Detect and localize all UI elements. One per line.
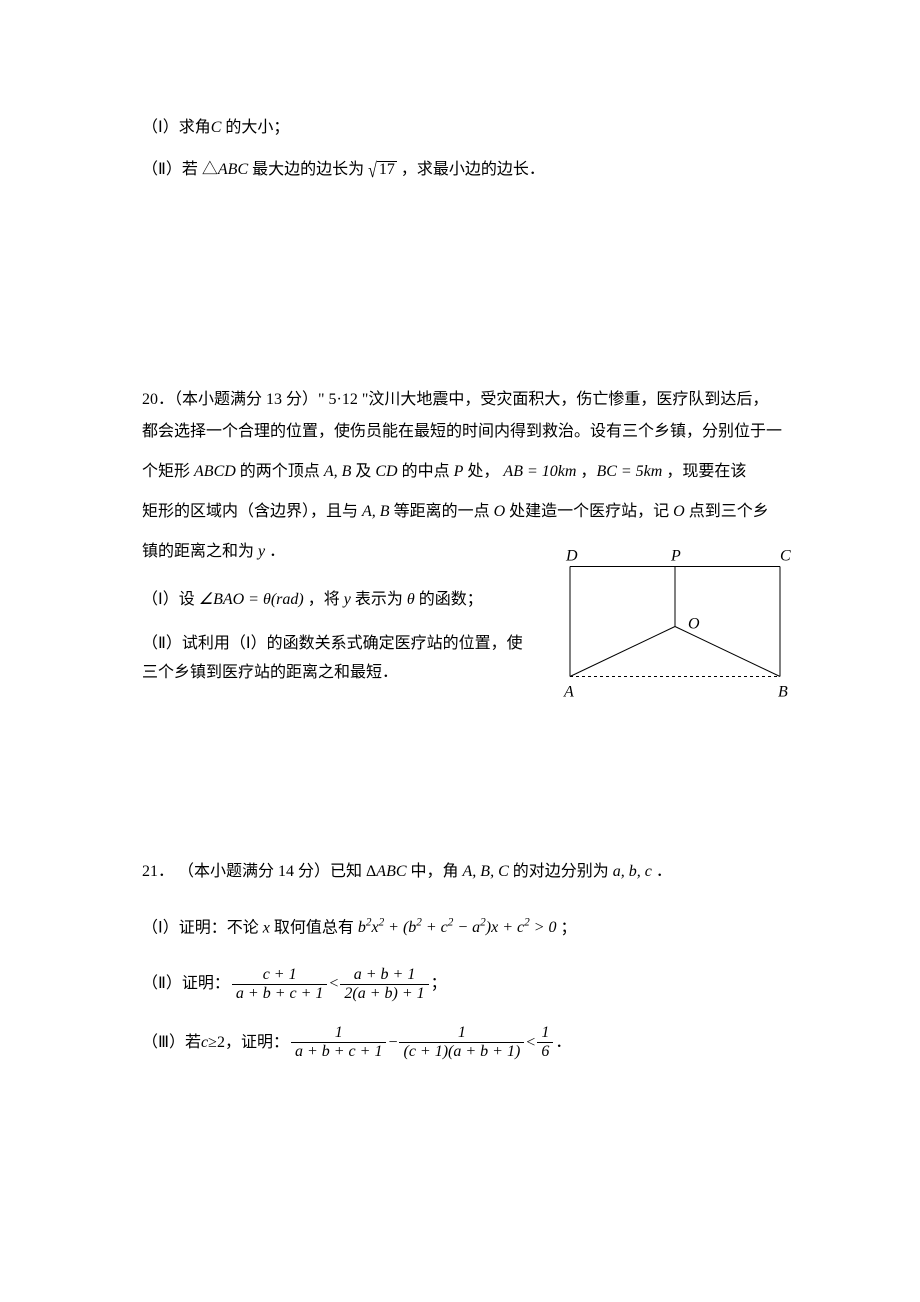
q20-l4-pre: 矩形的区域内（含边界），且与 bbox=[142, 503, 362, 520]
q20-l4-o: O bbox=[494, 503, 506, 520]
q21-h-ang: A, B, C bbox=[463, 863, 509, 880]
q21-h-m2: 的对边分别为 bbox=[509, 863, 613, 880]
q20-p1-eq: ∠BAO = θ(rad) bbox=[199, 591, 304, 608]
q20-p1-y: y bbox=[344, 591, 351, 608]
sqrt-17-val: 17 bbox=[377, 161, 397, 178]
q20-l4: 矩形的区域内（含边界），且与 A, B 等距离的一点 O 处建造一个医疗站，记 … bbox=[142, 496, 790, 528]
q20-l3-m4: 处， bbox=[463, 463, 499, 480]
q19-part2: （Ⅱ）若 △ABC 最大边的边长为 √17 ，求最小边的边长． bbox=[142, 154, 790, 186]
q21-p3-pre: （Ⅲ）若 bbox=[142, 1035, 201, 1051]
q20-block: 20．（本小题满分 13 分）" 5·12 "汶川大地震中，受灾面积大，伤亡惨重… bbox=[142, 384, 790, 686]
frac4-num: 1 bbox=[399, 1024, 524, 1043]
q20-l3-s1: ， bbox=[576, 463, 596, 480]
q19-p2-mid: 最大边的边长为 bbox=[248, 161, 364, 178]
frac5-num: 1 bbox=[537, 1024, 553, 1043]
frac5-den: 6 bbox=[537, 1043, 553, 1061]
frac-4: 1 (c + 1)(a + b + 1) bbox=[399, 1024, 524, 1060]
frac1-num: c + 1 bbox=[232, 966, 328, 985]
frac3-den: a + b + c + 1 bbox=[291, 1043, 387, 1061]
q21-p3-c: c bbox=[201, 1035, 208, 1051]
q20-p1-m: ，将 bbox=[304, 591, 344, 608]
q20-l3-m3: 的中点 bbox=[398, 463, 454, 480]
frac-3: 1 a + b + c + 1 bbox=[291, 1024, 387, 1060]
q21-h-pre: 21． （本小题满分 14 分）已知 Δ bbox=[142, 863, 376, 880]
svg-text:A: A bbox=[563, 684, 574, 701]
q20-l3-m2: 及 bbox=[351, 463, 375, 480]
q21-header: 21． （本小题满分 14 分）已知 ΔABC 中，角 A, B, C 的对边分… bbox=[142, 856, 790, 888]
q21-p2-end: ； bbox=[431, 976, 447, 992]
q19-part1: （Ⅰ）求角C 的大小； bbox=[142, 112, 790, 144]
q20-l4-m2: 处建造一个医疗站，记 bbox=[505, 503, 673, 520]
q20-l1: 20．（本小题满分 13 分）" 5·12 "汶川大地震中，受灾面积大，伤亡惨重… bbox=[142, 384, 790, 416]
q19-p1-suffix: 的大小； bbox=[221, 119, 289, 136]
svg-text:P: P bbox=[670, 548, 681, 565]
svg-text:O: O bbox=[688, 616, 700, 633]
q19-p2-suffix: ，求最小边的边长． bbox=[401, 161, 545, 178]
frac-1: c + 1 a + b + c + 1 bbox=[232, 966, 328, 1002]
q21-p2-pre: （Ⅱ）证明： bbox=[142, 976, 230, 992]
q20-p1: （Ⅰ）设 ∠BAO = θ(rad) ，将 y 表示为 θ 的函数； bbox=[142, 584, 526, 616]
q21-p2-lt: < bbox=[329, 976, 338, 992]
q21-p1: （Ⅰ）证明：不论 x 取何值总有 b2x2 + (b2 + c2 − a2)x … bbox=[142, 912, 790, 944]
q20-l3-pre: 个矩形 bbox=[142, 463, 194, 480]
q19-p2-ABC: ABC bbox=[218, 161, 248, 178]
frac2-den: 2(a + b) + 1 bbox=[340, 985, 428, 1003]
q20-l3: 个矩形 ABCD 的两个顶点 A, B 及 CD 的中点 P 处， AB = 1… bbox=[142, 456, 790, 488]
q20-l3-bcval: BC = 5km bbox=[596, 463, 662, 480]
q20-l3-cd: CD bbox=[375, 463, 397, 480]
q20-l2: 都会选择一个合理的位置，使伤员能在最短的时间内得到救治。设有三个乡镇，分别位于一 bbox=[142, 416, 790, 448]
q20-l3-ab: A, B bbox=[324, 463, 352, 480]
frac-5: 1 6 bbox=[537, 1024, 553, 1060]
frac-2: a + b + 1 2(a + b) + 1 bbox=[340, 966, 428, 1002]
svg-text:C: C bbox=[780, 548, 791, 565]
q20-l3-end: ，现要在该 bbox=[662, 463, 746, 480]
frac3-num: 1 bbox=[291, 1024, 387, 1043]
svg-text:D: D bbox=[565, 548, 578, 565]
q20-p1-theta: θ bbox=[407, 591, 415, 608]
q21-h-m: 中，角 bbox=[407, 863, 463, 880]
q20-l4-ab: A, B bbox=[362, 503, 390, 520]
q21-p3-mid: ，证明： bbox=[225, 1035, 289, 1051]
svg-text:B: B bbox=[778, 684, 788, 701]
q21-p3-ge: ≥ bbox=[208, 1035, 217, 1051]
q21-p1-x: x bbox=[263, 919, 270, 936]
frac4-den: (c + 1)(a + b + 1) bbox=[399, 1043, 524, 1061]
q19-p1-prefix: （Ⅰ）求角 bbox=[142, 119, 211, 136]
frac2-num: a + b + 1 bbox=[340, 966, 428, 985]
q21-p1-pre: （Ⅰ）证明：不论 bbox=[142, 919, 263, 936]
q20-l3-abval: AB = 10km bbox=[503, 463, 576, 480]
q20-p2-l2: 三个乡镇到医疗站的距离之和最短． bbox=[142, 660, 526, 686]
q21-p1-ineq: b2x2 + (b2 + c2 − a2)x + c2 > 0 bbox=[358, 919, 557, 936]
q21-minus: − bbox=[388, 1035, 397, 1051]
q21-h-sides: a, b, c bbox=[613, 863, 652, 880]
q21-h-abc: ABC bbox=[376, 863, 406, 880]
q21-p3: （Ⅲ）若 c ≥ 2 ，证明： 1 a + b + c + 1 − 1 (c +… bbox=[142, 1024, 790, 1060]
q20-l4-o2: O bbox=[673, 503, 685, 520]
q21-lt: < bbox=[526, 1035, 535, 1051]
q20-l5-pre: 镇的距离之和为 bbox=[142, 543, 258, 560]
q21-p1-end: ； bbox=[557, 919, 577, 936]
q21-p1-m: 取何值总有 bbox=[270, 919, 358, 936]
q19-p1-C: C bbox=[211, 119, 222, 136]
q20-l5-end: ． bbox=[265, 543, 285, 560]
q20-p1-end: 的函数； bbox=[415, 591, 483, 608]
sqrt-17: √17 bbox=[368, 154, 397, 186]
q20-l4-end: 点到三个乡 bbox=[685, 503, 769, 520]
q20-p2-l1: （Ⅱ）试利用（Ⅰ）的函数关系式确定医疗站的位置，使 bbox=[142, 628, 526, 660]
q21-p2: （Ⅱ）证明： c + 1 a + b + c + 1 < a + b + 1 2… bbox=[142, 966, 790, 1002]
q20-p1-pre: （Ⅰ）设 bbox=[142, 591, 199, 608]
q20-l4-m: 等距离的一点 bbox=[390, 503, 494, 520]
q20-p1-m2: 表示为 bbox=[351, 591, 407, 608]
q20-l3-m1: 的两个顶点 bbox=[236, 463, 324, 480]
q21-p3-end: ． bbox=[555, 1035, 571, 1051]
q20-l3-p: P bbox=[454, 463, 464, 480]
q19-p2-prefix: （Ⅱ）若 △ bbox=[142, 161, 218, 178]
q21-p3-two: 2 bbox=[217, 1035, 225, 1051]
q21-h-end: ． bbox=[652, 863, 672, 880]
frac1-den: a + b + c + 1 bbox=[232, 985, 328, 1003]
q20-l3-abcd: ABCD bbox=[194, 463, 236, 480]
q20-diagram: DPCABO bbox=[560, 554, 800, 709]
